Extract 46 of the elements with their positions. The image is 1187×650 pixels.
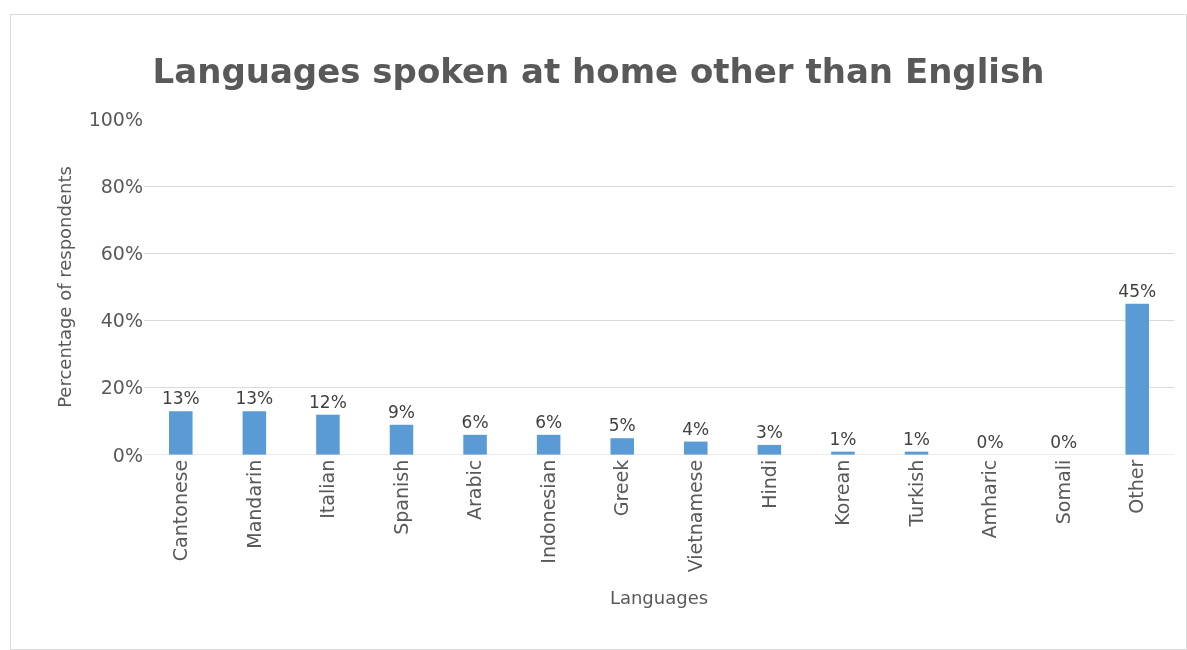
data-label: 0% xyxy=(976,432,1004,452)
data-label: 1% xyxy=(903,428,930,449)
bar xyxy=(463,434,487,455)
x-tick-label: Arabic xyxy=(463,459,486,521)
x-tick-label: Spanish xyxy=(389,459,412,535)
x-tick-label: Vietnamese xyxy=(683,459,706,573)
chart-title: Languages spoken at home other than English xyxy=(152,51,1045,92)
y-tick-label: 100% xyxy=(88,107,143,130)
bar xyxy=(610,438,634,455)
bar xyxy=(389,424,414,455)
bar xyxy=(242,411,267,455)
x-tick-label: Italian xyxy=(316,459,339,519)
bar xyxy=(169,411,193,455)
x-tick-label: Korean xyxy=(831,459,854,526)
data-label: 5% xyxy=(608,415,636,436)
data-label: 3% xyxy=(755,421,783,442)
x-tick-label: Somali xyxy=(1051,459,1074,525)
data-label: 9% xyxy=(388,401,415,422)
x-tick-label: Indonesian xyxy=(536,459,559,564)
x-tick-label: Greek xyxy=(610,459,633,517)
data-label: 0% xyxy=(1050,432,1078,452)
data-label: 13% xyxy=(161,388,200,409)
data-label: 12% xyxy=(309,391,347,412)
x-axis-title: Languages xyxy=(609,587,709,609)
bar xyxy=(1125,303,1149,455)
x-tick-label: Mandarin xyxy=(242,459,265,549)
data-label: 45% xyxy=(1118,280,1157,301)
bar xyxy=(316,414,340,455)
y-tick-label: 60% xyxy=(100,242,143,265)
data-label: 13% xyxy=(235,388,274,409)
y-axis-title: Percentage of respondents xyxy=(53,166,75,408)
data-label: 4% xyxy=(682,418,710,439)
x-tick-label: Other xyxy=(1125,459,1148,514)
data-label: 1% xyxy=(829,428,857,449)
x-tick-label: Cantonese xyxy=(168,459,191,562)
y-tick-label: 0% xyxy=(112,443,143,466)
y-tick-label: 40% xyxy=(100,309,143,332)
y-tick-label: 20% xyxy=(100,376,143,399)
y-tick-label: 80% xyxy=(100,174,143,197)
x-tick-label: Turkish xyxy=(904,459,927,528)
data-label: 6% xyxy=(461,411,489,432)
data-label: 6% xyxy=(535,411,563,432)
x-tick-label: Amharic xyxy=(978,459,1001,539)
bar xyxy=(684,441,708,455)
bar xyxy=(536,434,561,455)
x-tick-label: Hindi xyxy=(757,459,780,509)
